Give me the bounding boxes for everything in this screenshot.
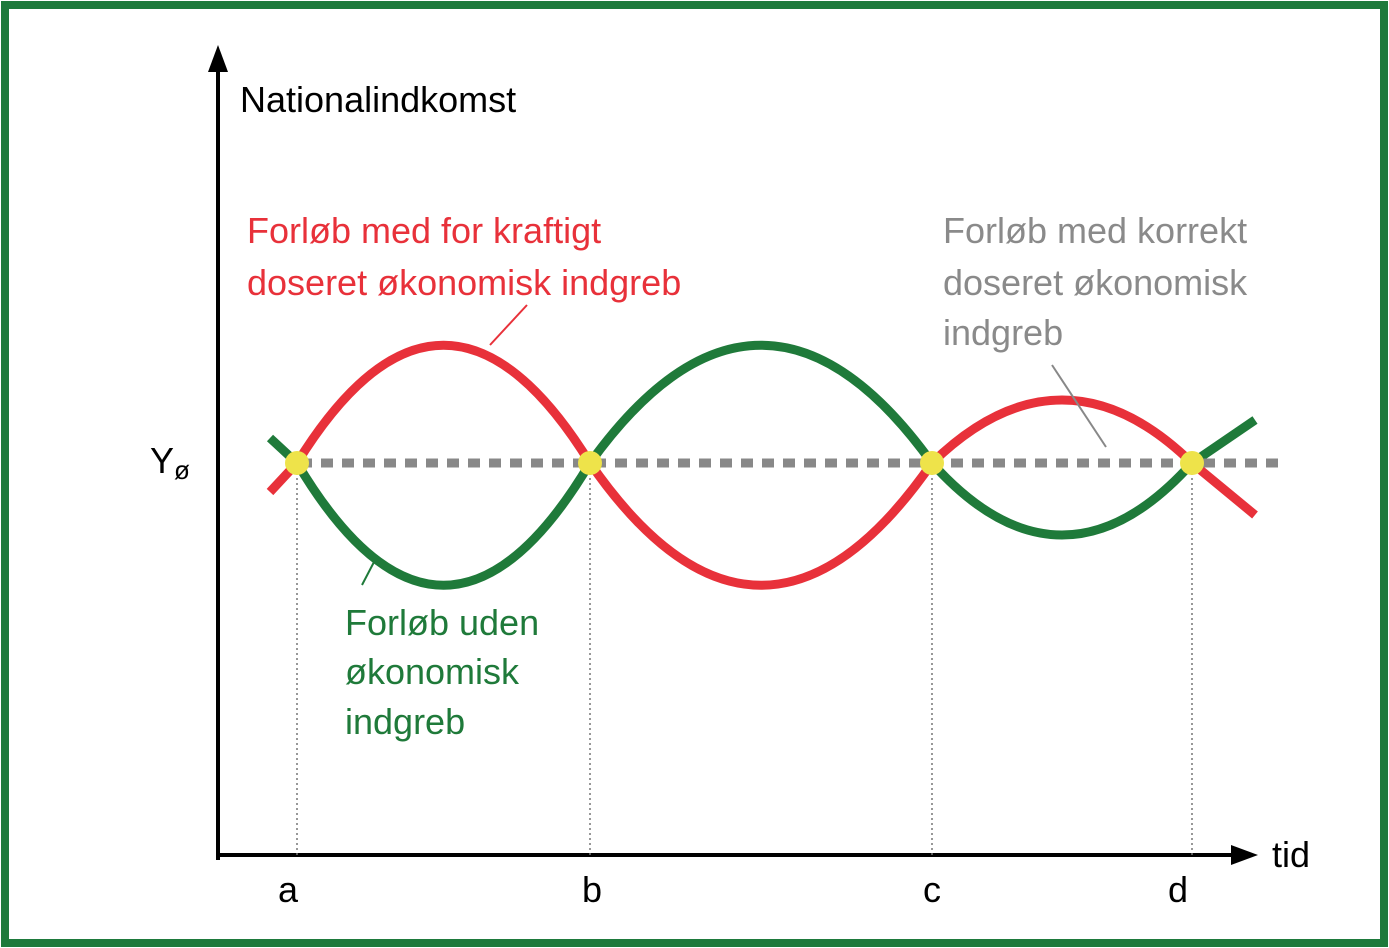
- red-pointer: [489, 304, 528, 346]
- green-pointer: [361, 561, 375, 586]
- gray-pointer: [1051, 364, 1107, 448]
- crossings: [285, 451, 1204, 475]
- green-annotation: indgreb: [345, 701, 465, 742]
- red-annotation: doseret økonomisk indgreb: [247, 262, 681, 303]
- guides: [296, 463, 1193, 855]
- green-curve: [266, 340, 1258, 590]
- green-annotation: økonomisk: [345, 651, 520, 692]
- x-axis-label: tid: [1272, 834, 1310, 875]
- red-curve: [266, 340, 1258, 590]
- red-annotation: Forløb med for kraftigt: [247, 210, 601, 251]
- x-arrow: [1231, 845, 1258, 865]
- gray-annotation: indgreb: [943, 312, 1063, 353]
- level-subscript: ø: [174, 455, 190, 485]
- x-tick-label: a: [278, 869, 299, 910]
- x-tick-label: b: [582, 869, 602, 910]
- y-axis-label: Nationalindkomst: [240, 79, 516, 120]
- x-tick-label: d: [1168, 869, 1188, 910]
- gray-annotation: doseret økonomisk: [943, 262, 1248, 303]
- y-arrow: [208, 45, 228, 72]
- level-label: Yø: [150, 440, 190, 485]
- level-symbol: Y: [150, 440, 174, 481]
- gray-annotation: Forløb med korrekt: [943, 210, 1247, 251]
- x-tick-label: c: [923, 869, 941, 910]
- green-annotation: Forløb uden: [345, 602, 539, 643]
